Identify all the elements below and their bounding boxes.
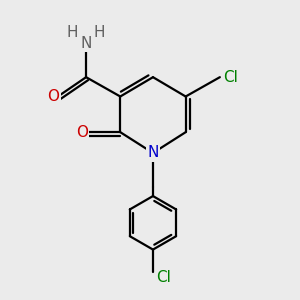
Text: N: N: [80, 35, 92, 50]
Text: N: N: [147, 146, 159, 160]
Text: H: H: [94, 25, 105, 40]
Text: Cl: Cl: [156, 270, 171, 285]
Text: H: H: [67, 25, 79, 40]
Text: Cl: Cl: [223, 70, 238, 85]
Text: O: O: [47, 89, 59, 104]
Text: O: O: [76, 125, 88, 140]
